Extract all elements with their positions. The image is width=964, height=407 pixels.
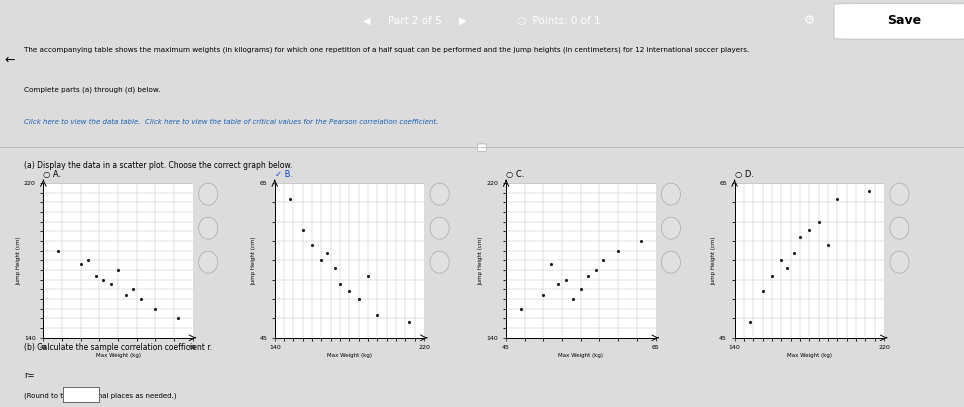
Text: ◀: ◀	[362, 15, 370, 26]
Point	[779, 265, 794, 271]
Point	[370, 311, 386, 318]
Point	[513, 306, 528, 312]
Point	[319, 249, 335, 256]
Point	[544, 261, 559, 268]
Point	[305, 242, 320, 248]
Point	[147, 306, 163, 312]
Text: r=: r=	[24, 370, 35, 380]
Text: Click here to view the data table.  Click here to view the table of critical val: Click here to view the data table. Click…	[24, 119, 439, 125]
Point	[792, 234, 808, 241]
Text: ⚙: ⚙	[804, 14, 816, 27]
Text: ○  Points: 0 of 1: ○ Points: 0 of 1	[518, 15, 601, 26]
Circle shape	[890, 251, 909, 273]
Point	[88, 273, 103, 279]
Point	[580, 273, 596, 279]
Y-axis label: Jump Height (cm): Jump Height (cm)	[711, 236, 716, 285]
Circle shape	[661, 217, 681, 239]
Point	[125, 286, 141, 293]
Point	[755, 288, 770, 295]
Text: Save: Save	[887, 14, 922, 27]
Text: ▶: ▶	[459, 15, 467, 26]
Point	[811, 219, 826, 225]
FancyBboxPatch shape	[834, 3, 964, 39]
Point	[862, 188, 877, 194]
Point	[313, 257, 329, 264]
Point	[764, 273, 780, 279]
Text: ○ A.: ○ A.	[43, 170, 62, 179]
Circle shape	[661, 251, 681, 273]
Point	[51, 247, 66, 254]
Text: The accompanying table shows the maximum weights (in kilograms) for which one re: The accompanying table shows the maximum…	[24, 46, 749, 53]
Point	[73, 261, 89, 268]
Point	[802, 226, 817, 233]
Text: (b) Calculate the sample correlation coefficient r.: (b) Calculate the sample correlation coe…	[24, 343, 212, 352]
Y-axis label: Jump Height (cm): Jump Height (cm)	[252, 236, 256, 285]
Text: ←: ←	[5, 54, 15, 67]
Circle shape	[890, 217, 909, 239]
Circle shape	[199, 251, 218, 273]
Circle shape	[430, 217, 449, 239]
X-axis label: Max Weight (kg): Max Weight (kg)	[327, 353, 372, 358]
Point	[281, 195, 297, 202]
Point	[133, 296, 148, 302]
X-axis label: Max Weight (kg): Max Weight (kg)	[787, 353, 832, 358]
Point	[81, 257, 96, 264]
Point	[610, 247, 626, 254]
Point	[820, 242, 836, 248]
Text: ✓ B.: ✓ B.	[275, 170, 293, 179]
Point	[536, 292, 551, 298]
Y-axis label: Jump Height (cm): Jump Height (cm)	[16, 236, 21, 285]
Point	[95, 276, 111, 283]
Text: ○ C.: ○ C.	[506, 170, 524, 179]
Point	[588, 267, 603, 274]
Point	[341, 288, 357, 295]
Point	[333, 280, 348, 287]
Point	[573, 286, 588, 293]
Text: —: —	[478, 144, 486, 151]
Point	[596, 257, 611, 264]
Point	[118, 292, 133, 298]
Point	[550, 280, 566, 287]
Circle shape	[199, 217, 218, 239]
Point	[170, 315, 185, 322]
Circle shape	[199, 183, 218, 205]
Point	[773, 257, 789, 264]
Point	[110, 267, 125, 274]
Point	[787, 249, 802, 256]
Circle shape	[430, 251, 449, 273]
Point	[742, 319, 758, 326]
Text: ○ D.: ○ D.	[735, 170, 754, 179]
X-axis label: Max Weight (kg): Max Weight (kg)	[558, 353, 603, 358]
Text: (a) Display the data in a scatter plot. Choose the correct graph below.: (a) Display the data in a scatter plot. …	[24, 161, 292, 170]
Text: (Round to three decimal places as needed.): (Round to three decimal places as needed…	[24, 392, 176, 399]
Text: Complete parts (a) through (d) below.: Complete parts (a) through (d) below.	[24, 86, 160, 93]
Circle shape	[661, 183, 681, 205]
Point	[295, 226, 310, 233]
Point	[361, 273, 376, 279]
Y-axis label: Jump Height (cm): Jump Height (cm)	[479, 236, 484, 285]
Point	[351, 296, 366, 302]
Point	[566, 296, 581, 302]
Circle shape	[890, 183, 909, 205]
Point	[558, 276, 574, 283]
Point	[327, 265, 342, 271]
X-axis label: Max Weight (kg): Max Weight (kg)	[95, 353, 141, 358]
Point	[633, 238, 649, 244]
Circle shape	[430, 183, 449, 205]
Point	[103, 280, 119, 287]
Point	[402, 319, 417, 326]
Text: Part 2 of 5: Part 2 of 5	[388, 15, 442, 26]
Point	[830, 195, 845, 202]
